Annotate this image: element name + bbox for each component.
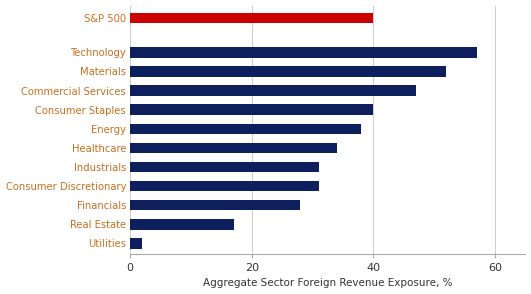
Bar bbox=[130, 181, 319, 191]
Bar bbox=[130, 13, 373, 23]
X-axis label: Aggregate Sector Foreign Revenue Exposure, %: Aggregate Sector Foreign Revenue Exposur… bbox=[203, 278, 452, 288]
Bar bbox=[130, 143, 337, 153]
Bar bbox=[130, 47, 477, 58]
Bar bbox=[130, 123, 361, 134]
Bar bbox=[130, 66, 447, 77]
Bar bbox=[130, 162, 319, 172]
Bar bbox=[130, 85, 416, 96]
Bar bbox=[130, 200, 301, 211]
Bar bbox=[130, 104, 373, 115]
Bar bbox=[130, 219, 234, 230]
Bar bbox=[130, 238, 142, 249]
